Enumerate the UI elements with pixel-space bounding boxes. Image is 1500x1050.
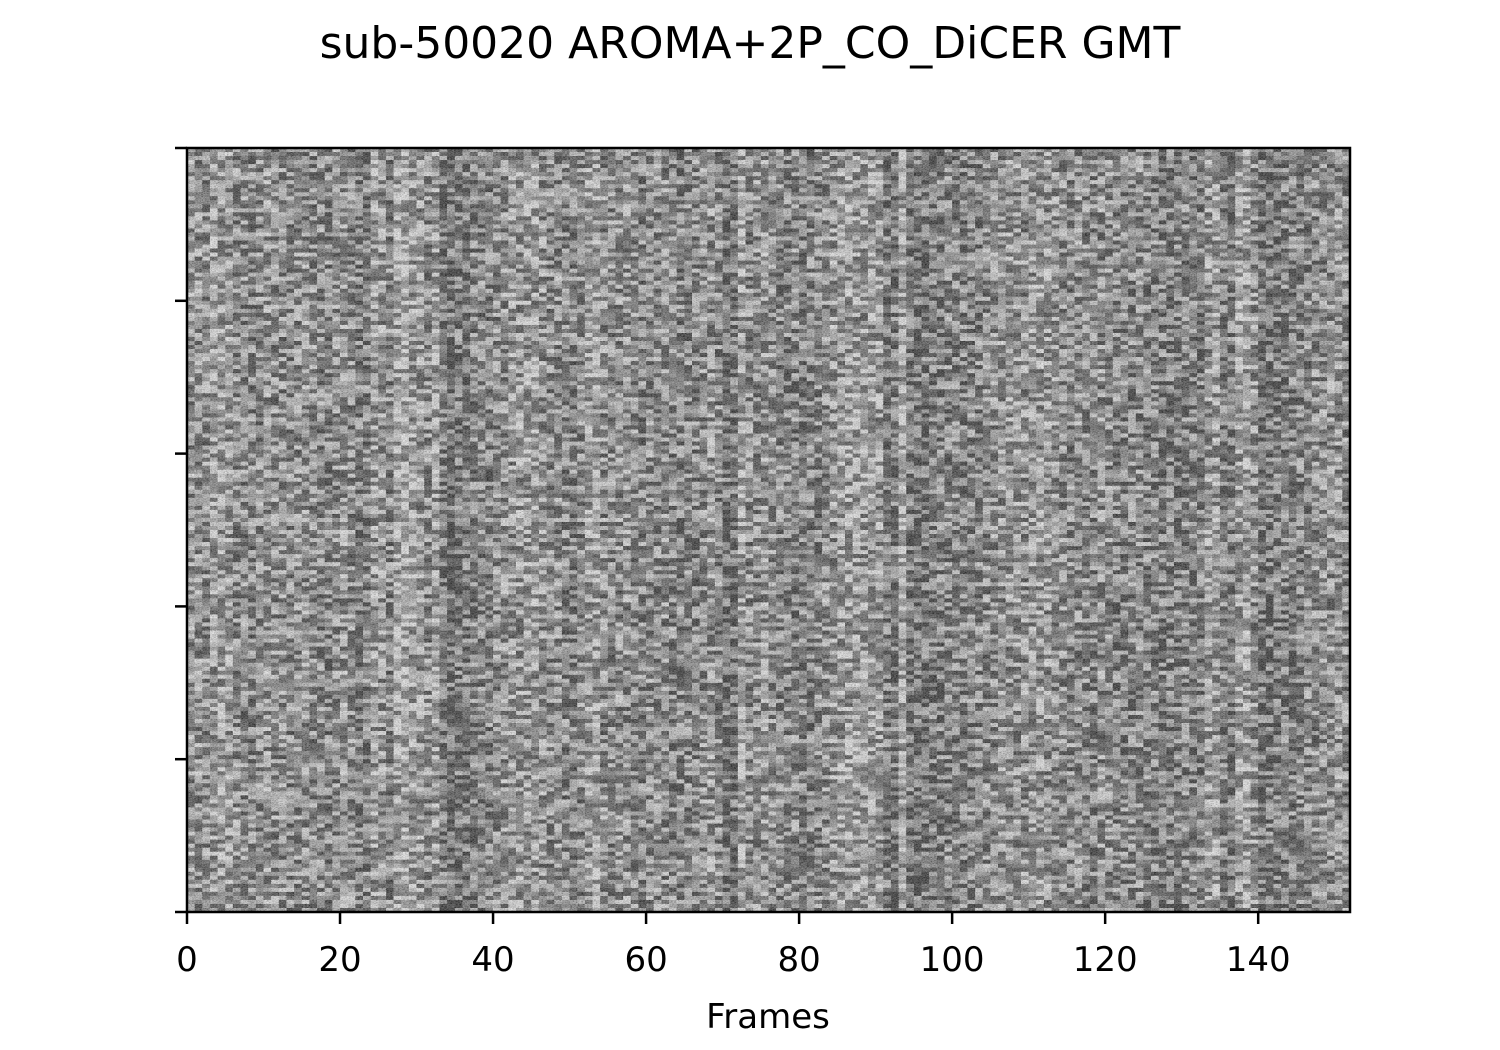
chart-title: sub-50020 AROMA+2P_CO_DiCER GMT [0,14,1500,74]
